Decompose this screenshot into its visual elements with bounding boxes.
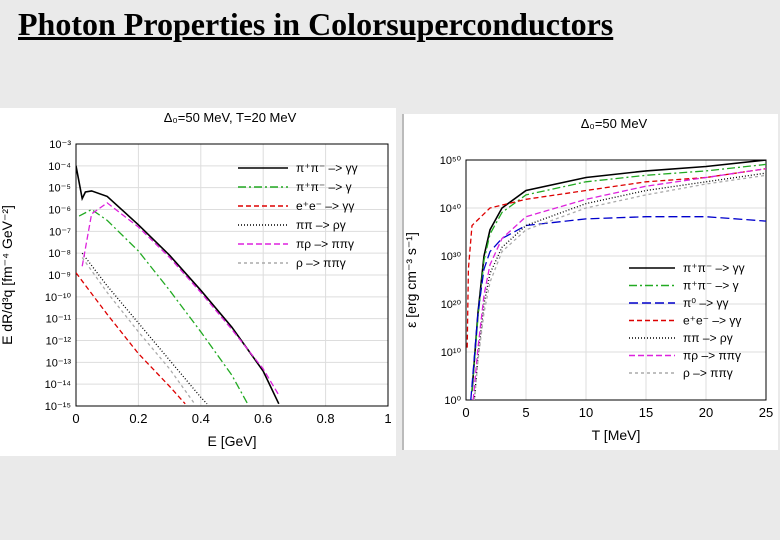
legend-entry: e⁺e⁻ –> γγ [296, 199, 354, 213]
series-line [466, 168, 766, 348]
y-tick-label: 10⁰ [444, 395, 461, 407]
y-tick-label: 10¹⁰ [441, 347, 462, 359]
series-line [470, 216, 766, 400]
series-line [81, 202, 280, 396]
y-tick-label: 10⁻¹⁰ [45, 292, 72, 304]
y-tick-label: 10⁻¹³ [46, 357, 72, 369]
y-tick-label: 10⁻¹⁵ [45, 401, 71, 413]
y-tick-label: 10²⁰ [441, 299, 462, 311]
legend-entry: π⁺π⁻ –> γ [683, 279, 739, 293]
x-tick-label: 1 [384, 411, 391, 426]
chart-rate-vs-energy: Δ₀=50 MeV, T=20 MeV 0 0.2 0.4 0.6 0.8 1 10⁻³ 10⁻… [0, 110, 392, 449]
legend-entry: e⁺e⁻ –> γγ [683, 314, 741, 328]
y-tick-label: 10⁻⁷ [49, 226, 71, 238]
x-tick-label: 25 [759, 405, 773, 420]
x-tick-label: 15 [639, 405, 653, 420]
y-tick-label: 10⁻⁹ [48, 270, 71, 282]
legend-entry: π⁺π⁻ –> γγ [296, 161, 358, 175]
plot-frame [75, 143, 389, 407]
x-tick-label: 0.8 [317, 411, 335, 426]
chart-title: Δ₀=50 MeV [581, 116, 648, 131]
x-tick-label: 0.4 [192, 411, 210, 426]
y-axis-label: ε [erg cm⁻³ s⁻¹] [404, 232, 419, 328]
chart-legend: π⁺π⁻ –> γγ π⁺π⁻ –> γ e⁺e⁻ –> γγ ππ –> ργ πρ … [238, 161, 358, 270]
series-line [76, 272, 186, 405]
x-tick-label: 0.6 [254, 411, 272, 426]
x-tick-label: 0 [462, 405, 469, 420]
y-tick-label: 10³⁰ [441, 251, 462, 263]
series-group [76, 165, 280, 405]
legend-entry: ππ –> ργ [296, 218, 346, 232]
x-tick-label: 0 [72, 411, 79, 426]
y-tick-label: 10⁴⁰ [440, 203, 462, 215]
series-line [78, 208, 249, 405]
series-group [466, 160, 766, 400]
y-tick-label: 10⁻⁶ [48, 205, 71, 217]
legend-entry: π⁺π⁻ –> γγ [683, 261, 745, 275]
chart-title: Δ₀=50 MeV, T=20 MeV [164, 110, 297, 125]
chart-legend: π⁺π⁻ –> γγ π⁺π⁻ –> γ π⁰ –> γγ e⁺e⁻ –> γγ ππ … [629, 261, 745, 380]
x-axis-label: E [GeV] [207, 433, 256, 449]
legend-entry: ρ –> ππγ [296, 256, 346, 270]
chart-panel-emissivity: Δ₀=50 MeV 0 5 10 15 20 25 10⁵⁰ 10⁴⁰ 10³⁰ 10²⁰ 10¹⁰ 1… [402, 114, 778, 450]
series-line [472, 168, 766, 400]
y-tick-label: 10⁵⁰ [440, 155, 462, 167]
y-tick-label: 10⁻⁸ [48, 248, 71, 260]
legend-entry: πρ –> ππγ [296, 237, 354, 251]
y-axis-label: E dR/d³q [fm⁻⁴ GeV⁻²] [0, 205, 15, 345]
y-tick-label: 10⁻¹² [46, 336, 72, 348]
slide-title: Photon Properties in Colorsuperconductor… [18, 6, 614, 42]
legend-entry: π⁺π⁻ –> γ [296, 180, 352, 194]
legend-entry: πρ –> ππγ [683, 349, 741, 363]
series-line [473, 174, 766, 400]
legend-entry: ρ –> ππγ [683, 366, 733, 380]
legend-entry: π⁰ –> γγ [683, 296, 728, 310]
legend-entry: ππ –> ργ [683, 331, 733, 345]
y-tick-label: 10⁻³ [49, 139, 71, 151]
y-tick-label: 10⁻¹⁴ [45, 379, 72, 391]
y-tick-label: 10⁻¹¹ [46, 314, 72, 326]
y-tick-label: 10⁻⁵ [48, 183, 71, 195]
y-tick-label: 10⁻⁴ [48, 161, 71, 173]
plot-frame [465, 159, 767, 401]
x-tick-label: 5 [522, 405, 529, 420]
chart-emissivity-vs-temperature: Δ₀=50 MeV 0 5 10 15 20 25 10⁵⁰ 10⁴⁰ 10³⁰ 10²⁰ 10¹⁰ 1… [403, 116, 773, 443]
chart-panel-rate: Δ₀=50 MeV, T=20 MeV 0 0.2 0.4 0.6 0.8 1 10⁻³ 10⁻… [0, 108, 396, 456]
x-tick-label: 10 [579, 405, 593, 420]
x-tick-label: 20 [699, 405, 713, 420]
x-axis-label: T [MeV] [592, 427, 641, 443]
x-tick-label: 0.2 [129, 411, 147, 426]
